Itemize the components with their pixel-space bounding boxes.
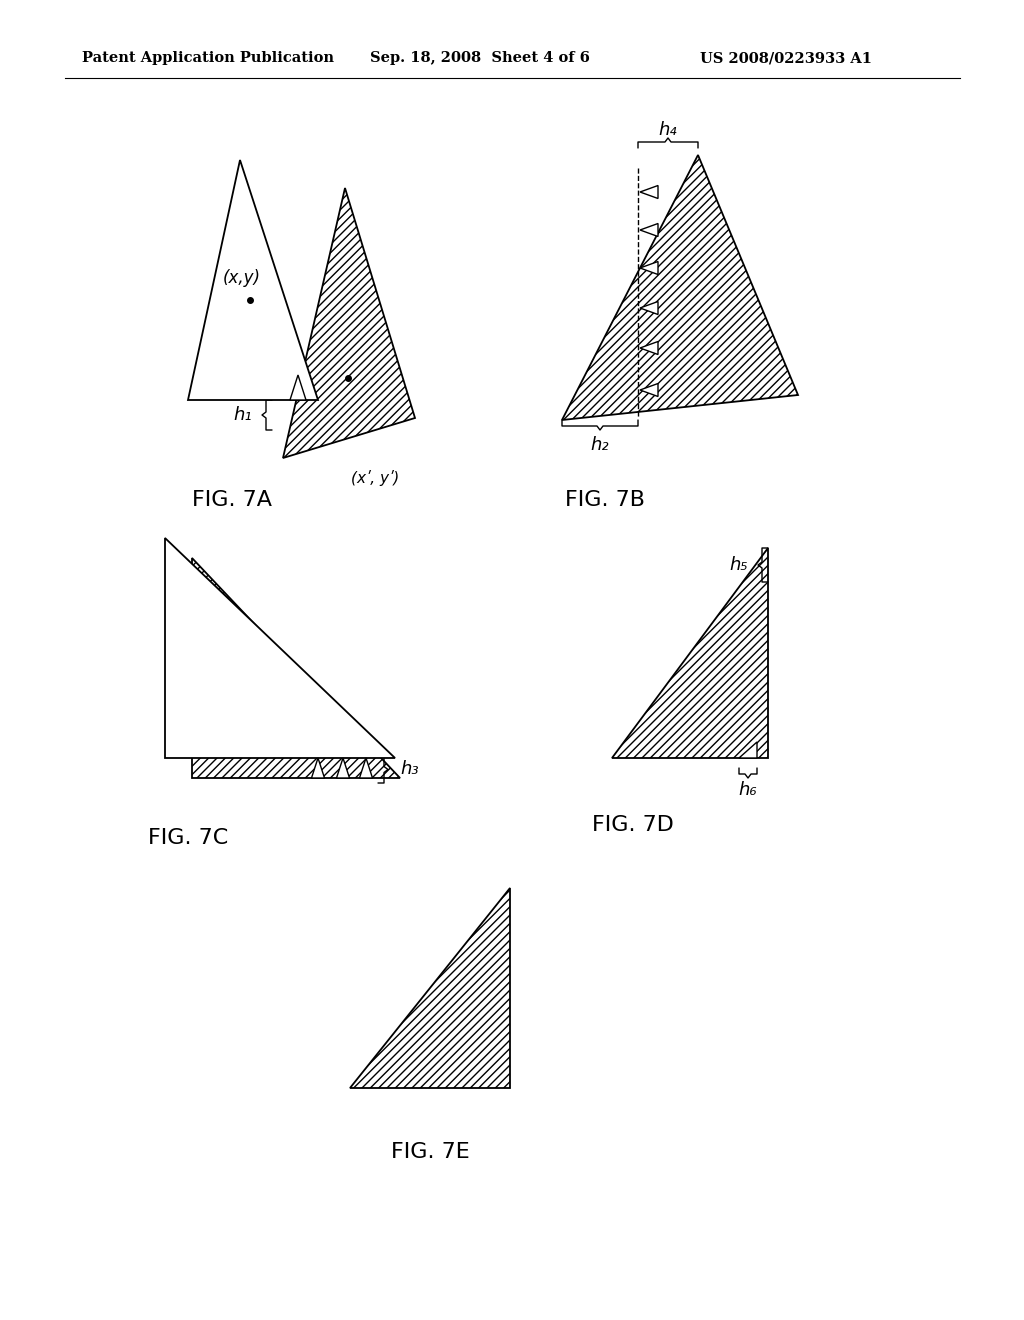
Polygon shape	[337, 758, 349, 777]
Text: h₆: h₆	[738, 781, 758, 799]
Text: Patent Application Publication: Patent Application Publication	[82, 51, 334, 65]
Polygon shape	[350, 888, 510, 1088]
Text: FIG. 7D: FIG. 7D	[592, 814, 674, 836]
Polygon shape	[640, 384, 658, 396]
Text: h₂: h₂	[591, 436, 609, 454]
Polygon shape	[562, 154, 798, 420]
Text: FIG. 7E: FIG. 7E	[390, 1142, 469, 1162]
Text: (xʹ, yʹ): (xʹ, yʹ)	[351, 470, 399, 486]
Polygon shape	[290, 375, 306, 400]
Text: FIG. 7A: FIG. 7A	[193, 490, 272, 510]
Polygon shape	[640, 186, 658, 198]
Polygon shape	[165, 539, 395, 758]
Text: Sep. 18, 2008  Sheet 4 of 6: Sep. 18, 2008 Sheet 4 of 6	[370, 51, 590, 65]
Text: h₁: h₁	[233, 407, 252, 424]
Text: FIG. 7B: FIG. 7B	[565, 490, 645, 510]
Text: (x,y): (x,y)	[223, 269, 261, 286]
Polygon shape	[640, 301, 658, 314]
Polygon shape	[640, 261, 658, 275]
Polygon shape	[193, 558, 400, 777]
Text: h₃: h₃	[400, 760, 419, 779]
Polygon shape	[640, 342, 658, 355]
Polygon shape	[283, 187, 415, 458]
Polygon shape	[311, 758, 325, 777]
Polygon shape	[640, 223, 658, 236]
Text: FIG. 7C: FIG. 7C	[148, 828, 228, 847]
Text: h₄: h₄	[658, 121, 677, 139]
Polygon shape	[359, 758, 373, 777]
Polygon shape	[188, 160, 318, 400]
Polygon shape	[739, 742, 757, 758]
Polygon shape	[612, 548, 768, 758]
Text: US 2008/0223933 A1: US 2008/0223933 A1	[700, 51, 872, 65]
Text: h₅: h₅	[729, 556, 748, 574]
